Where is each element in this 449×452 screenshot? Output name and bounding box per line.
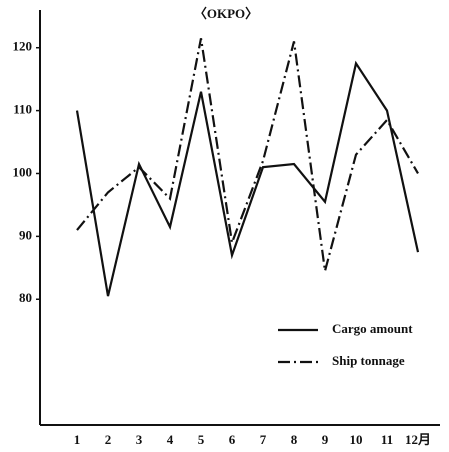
legend-label: Cargo amount	[332, 321, 413, 336]
x-tick-label: 6	[229, 432, 236, 447]
x-tick-label: 7	[260, 432, 267, 447]
x-tick-label: 1	[74, 432, 81, 447]
x-tick-label: 4	[167, 432, 174, 447]
x-tick-label: 11	[381, 432, 393, 447]
y-tick-label: 90	[19, 227, 32, 242]
x-tick-label: 8	[291, 432, 298, 447]
legend-label: Ship tonnage	[332, 353, 405, 368]
y-tick-label: 80	[19, 290, 32, 305]
x-tick-label: 9	[322, 432, 329, 447]
x-tick-label: 12月	[405, 432, 431, 447]
series-line	[75, 60, 420, 297]
x-tick-label: 3	[136, 432, 143, 447]
x-tick-label: 2	[105, 432, 112, 447]
x-tick-label: 10	[350, 432, 363, 447]
y-tick-label: 120	[13, 39, 33, 54]
y-tick-label: 110	[13, 102, 32, 117]
series-line	[76, 38, 419, 272]
chart-title: 〈OKPO〉	[194, 6, 258, 21]
x-tick-label: 5	[198, 432, 205, 447]
y-tick-label: 100	[13, 164, 33, 179]
